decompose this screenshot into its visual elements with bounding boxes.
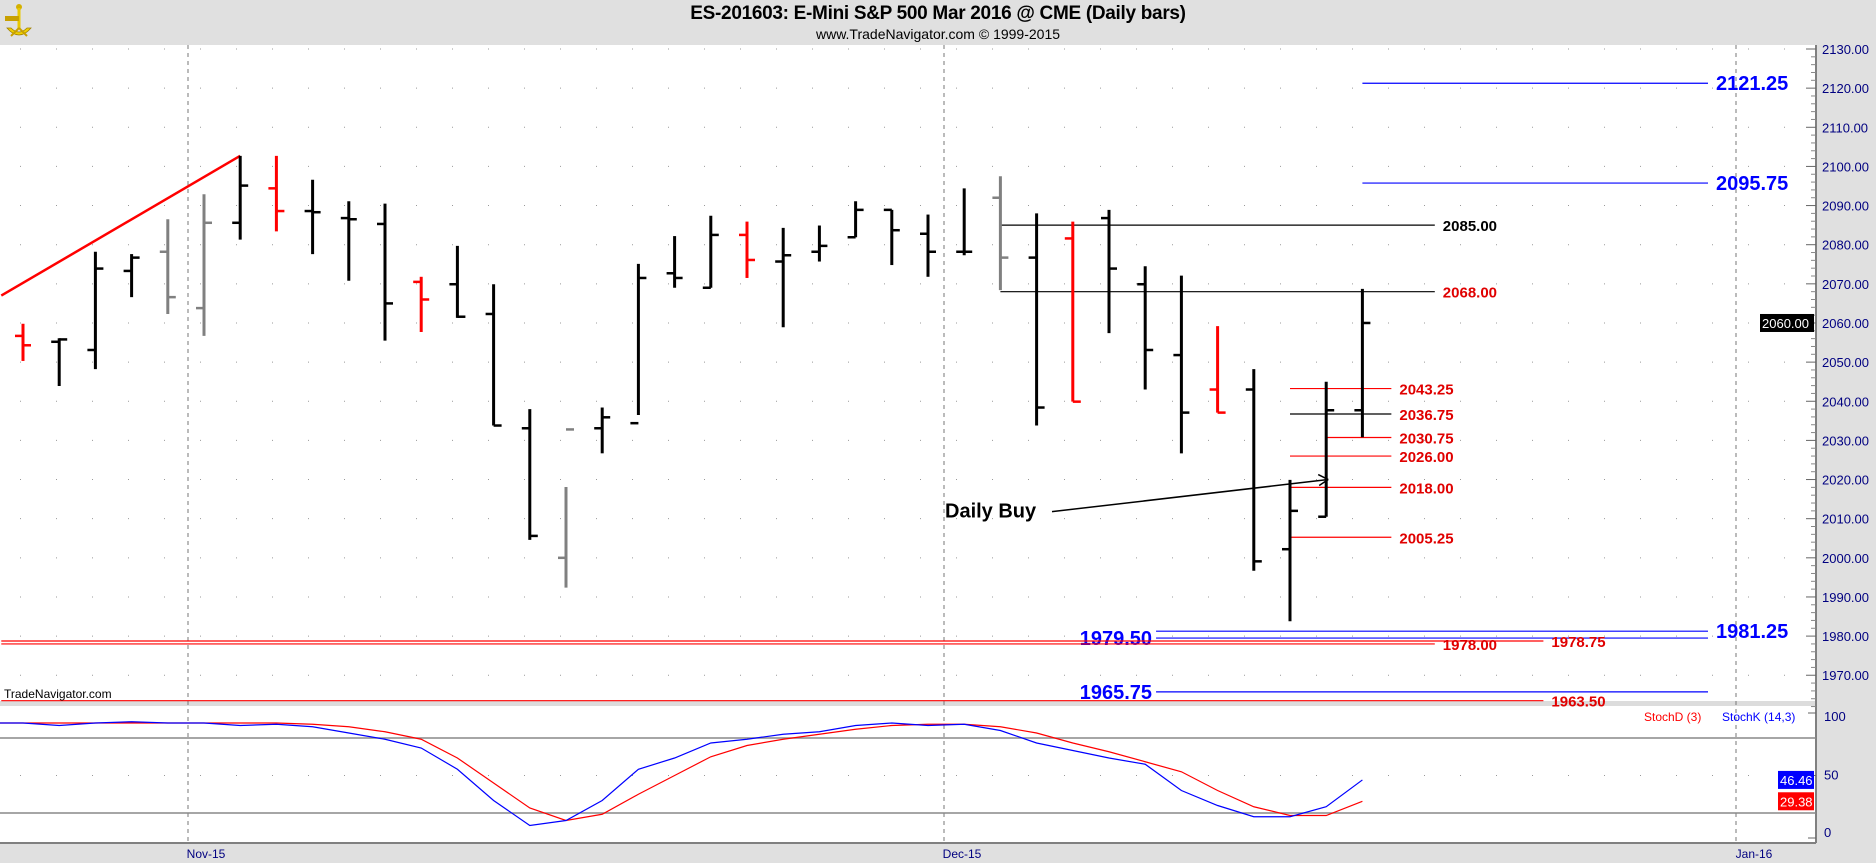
level-label: 1978.00 xyxy=(1443,637,1497,654)
price-tick-label: 2130.00 xyxy=(1822,42,1869,57)
level-label: 2043.25 xyxy=(1399,382,1453,399)
level-label: 2085.00 xyxy=(1443,218,1497,235)
price-tick-label: 1980.00 xyxy=(1822,629,1869,644)
level-label: 2018.00 xyxy=(1399,480,1453,497)
price-tick-label: 2060.00 xyxy=(1822,316,1869,331)
stoch-line-d xyxy=(0,722,1363,822)
price-tick-label: 2030.00 xyxy=(1822,433,1869,448)
price-tick-label: 2010.00 xyxy=(1822,512,1869,527)
stoch-value-tag xyxy=(1778,770,1814,789)
sextant-logo-icon xyxy=(5,4,32,37)
price-tick-label: 2080.00 xyxy=(1822,238,1869,253)
level-label: 1963.50 xyxy=(1551,694,1605,711)
date-tick-label: Jan-16 xyxy=(1736,847,1773,861)
trendline[interactable] xyxy=(0,154,241,297)
level-label: 2068.00 xyxy=(1443,285,1497,302)
stoch-value-label: 46.46 xyxy=(1780,773,1813,788)
price-tick-label: 1990.00 xyxy=(1822,590,1869,605)
price-tick-label: 2110.00 xyxy=(1822,120,1868,135)
price-tick-label: 2050.00 xyxy=(1822,355,1869,370)
level-label: 1965.75 xyxy=(1080,682,1152,704)
chart-title: ES-201603: E-Mini S&P 500 Mar 2016 @ CME… xyxy=(690,3,1186,24)
price-axis-background xyxy=(1816,45,1876,863)
level-label: 2036.75 xyxy=(1399,407,1453,424)
stoch-tick-label: 0 xyxy=(1824,825,1831,840)
level-label: 2121.25 xyxy=(1716,73,1788,95)
last-price-tag xyxy=(1760,313,1814,332)
chart-subtitle: www.TradeNavigator.com © 1999-2015 xyxy=(815,26,1061,42)
date-axis-background xyxy=(0,843,1876,863)
price-tick-label: 1970.00 xyxy=(1822,668,1869,683)
stoch-value-tag xyxy=(1778,792,1814,811)
legend-stochk: StochK (14,3) xyxy=(1722,710,1795,724)
price-tick-label: 2120.00 xyxy=(1822,81,1869,96)
level-label: 1979.50 xyxy=(1080,628,1152,650)
level-label: 2005.25 xyxy=(1399,530,1453,547)
daily-buy-annotation: Daily Buy xyxy=(945,501,1037,523)
annotation-arrow xyxy=(1051,478,1329,513)
price-tick-label: 2040.00 xyxy=(1822,394,1869,409)
level-label: 1981.25 xyxy=(1716,621,1788,643)
last-price-label: 2060.00 xyxy=(1762,316,1809,331)
price-tick-label: 2000.00 xyxy=(1822,551,1869,566)
date-tick-label: Dec-15 xyxy=(943,847,982,861)
price-tick-label: 2070.00 xyxy=(1822,277,1869,292)
level-label: 1978.75 xyxy=(1551,634,1605,651)
stoch-tick-label: 100 xyxy=(1824,709,1846,724)
arrowhead-icon xyxy=(1317,473,1329,487)
level-label: 2030.75 xyxy=(1399,430,1453,447)
price-tick-label: 2090.00 xyxy=(1822,199,1869,214)
stoch-line-k xyxy=(0,721,1363,827)
panel-divider[interactable] xyxy=(0,701,1816,706)
level-label: 2026.00 xyxy=(1399,449,1453,466)
price-tick-label: 2100.00 xyxy=(1822,159,1869,174)
stoch-value-label: 29.38 xyxy=(1780,794,1813,809)
watermark-text: TradeNavigator.com xyxy=(4,687,112,701)
stoch-tick-label: 50 xyxy=(1824,768,1838,783)
date-tick-label: Nov-15 xyxy=(187,847,226,861)
level-label: 2095.75 xyxy=(1716,173,1788,195)
legend-stochd: StochD (3) xyxy=(1644,710,1701,724)
chart-header: ES-201603: E-Mini S&P 500 Mar 2016 @ CME… xyxy=(0,0,1876,45)
price-tick-label: 2020.00 xyxy=(1822,473,1869,488)
